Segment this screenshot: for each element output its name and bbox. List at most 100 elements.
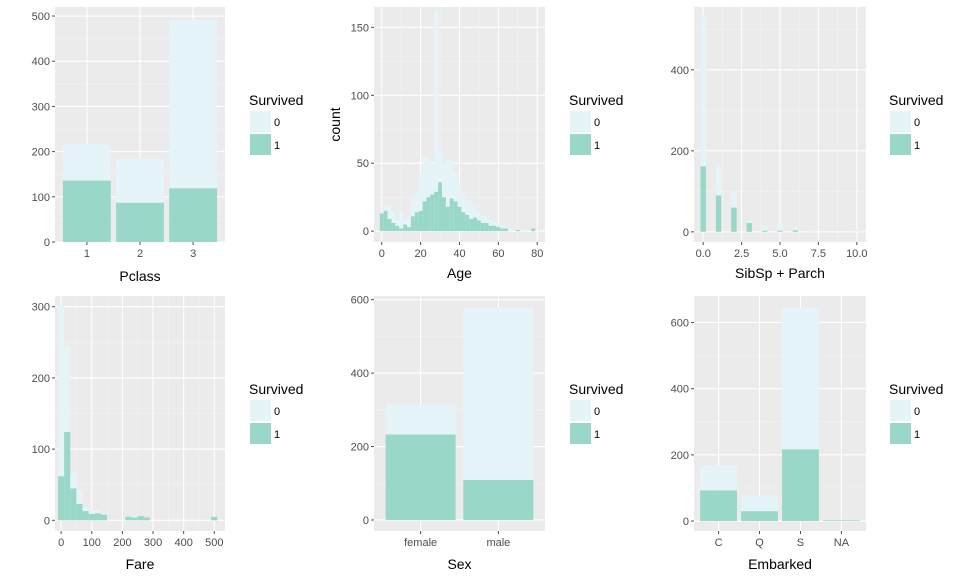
legend-key-0 (250, 111, 271, 132)
x-tick-label: S (797, 537, 804, 549)
bar-survived-0 (463, 308, 534, 480)
histogram-bar-survived-0 (445, 159, 450, 207)
bar-survived-0 (782, 307, 819, 450)
histogram-bar-survived-0 (418, 172, 423, 211)
y-tick-label: 300 (32, 302, 50, 314)
chart-panel-2: 0 50 100 150 0 20 40 60 80 Age count Survived 0 1 (327, 7, 623, 281)
histogram-bar-survived-0 (64, 346, 71, 433)
x-tick-label: 5.0 (772, 248, 787, 260)
y-tick-label: 200 (351, 442, 369, 454)
x-tick-label: 20 (415, 248, 427, 260)
legend-label-1: 1 (914, 140, 920, 152)
histogram-bar-survived-1 (131, 517, 138, 521)
histogram-bar-survived-1 (453, 201, 458, 232)
histogram-bar-survived-0 (746, 220, 752, 223)
histogram-bar-survived-1 (94, 513, 101, 521)
x-axis-title: Fare (126, 556, 155, 572)
x-axis-title: Age (447, 265, 472, 281)
histogram-bar-survived-0 (508, 228, 512, 232)
y-tick-label: 400 (671, 65, 689, 77)
legend-label-1: 1 (274, 429, 280, 441)
legend: Survived 0 1 (249, 381, 303, 444)
histogram-bar-survived-0 (70, 472, 77, 489)
legend-label-0: 0 (274, 406, 280, 418)
histogram-bar-survived-1 (504, 228, 509, 232)
bar-survived-1 (823, 520, 860, 522)
legend: Survived 0 1 (569, 381, 623, 444)
legend-label-0: 0 (594, 117, 600, 129)
histogram-bar-survived-1 (434, 191, 439, 232)
chart-panel-3: 0 200 400 0.0 2.5 5.0 7.5 10.0 SibSp + Parch Surv… (671, 7, 943, 281)
x-axis-title: Embarked (748, 556, 812, 572)
legend: Survived 0 1 (889, 92, 943, 155)
histogram-bar-survived-1 (445, 206, 450, 232)
x-tick-label: Q (755, 537, 764, 549)
bar-survived-0 (62, 144, 111, 181)
histogram-bar-survived-1 (473, 217, 477, 232)
legend-key-0 (250, 400, 271, 421)
histogram-bar-survived-1 (792, 230, 799, 232)
histogram-bar-survived-0 (387, 205, 392, 219)
bar-survived-0 (741, 495, 778, 512)
histogram-bar-survived-1 (414, 212, 419, 232)
histogram-bar-survived-1 (761, 230, 768, 232)
histogram-bar-survived-0 (422, 156, 427, 202)
histogram-bar-survived-1 (137, 516, 144, 521)
x-tick-label: 500 (205, 537, 223, 549)
histogram-bar-survived-0 (403, 218, 408, 225)
histogram-bar-survived-1 (58, 476, 65, 521)
chart-panel-5: 0 200 400 600 female male Sex Survived 0 1 (351, 295, 624, 572)
histogram-bar-survived-1 (403, 224, 408, 232)
y-tick-label: 500 (32, 11, 50, 23)
x-tick-label: 1 (84, 248, 90, 260)
legend-label-0: 0 (914, 117, 920, 129)
histogram-bar-survived-0 (453, 172, 458, 202)
histogram-bar-survived-1 (465, 214, 470, 232)
histogram-bar-survived-0 (457, 184, 462, 207)
y-tick-label: 200 (32, 147, 50, 159)
histogram-bar-survived-1 (88, 513, 95, 521)
x-tick-label: 40 (453, 248, 465, 260)
histogram-bar-survived-0 (488, 220, 493, 226)
legend-key-1 (570, 134, 591, 155)
histogram-bar-survived-0 (500, 225, 505, 229)
bar-survived-0 (116, 158, 164, 203)
x-tick-label: male (486, 537, 510, 549)
histogram-bar-survived-1 (515, 229, 520, 232)
legend-label-0: 0 (594, 406, 600, 418)
histogram-bar-survived-0 (854, 229, 860, 232)
histogram-bar-survived-1 (143, 517, 150, 521)
histogram-bar-survived-1 (476, 220, 481, 232)
histogram-bar-survived-0 (399, 212, 404, 229)
x-axis-title: SibSp + Parch (735, 265, 825, 281)
histogram-bar-survived-1 (76, 503, 83, 521)
y-tick-label: 0 (683, 516, 689, 528)
legend-label-1: 1 (274, 140, 280, 152)
histogram-bar-survived-1 (407, 227, 411, 232)
x-axis-title: Sex (447, 556, 471, 572)
histogram-bar-survived-1 (82, 511, 89, 521)
legend-title: Survived (249, 381, 303, 397)
histogram-bar-survived-1 (480, 222, 485, 232)
histogram-bar-survived-1 (422, 201, 427, 232)
bar-survived-1 (782, 449, 819, 522)
bar-survived-1 (700, 490, 737, 522)
histogram-bar-survived-0 (461, 191, 466, 213)
legend-title: Survived (249, 92, 303, 108)
histogram-bar-survived-0 (76, 489, 83, 504)
histogram-bar-survived-0 (480, 216, 485, 223)
y-tick-label: 50 (357, 158, 369, 170)
bar-survived-1 (463, 479, 534, 520)
histogram-bar-survived-1 (715, 195, 722, 232)
histogram-bar-survived-1 (531, 228, 536, 232)
bar-survived-1 (169, 188, 218, 242)
histogram-bar-survived-0 (473, 206, 477, 218)
histogram-bar-survived-1 (731, 207, 737, 232)
histogram-bar-survived-0 (808, 229, 814, 232)
bar-survived-0 (700, 465, 737, 491)
legend: Survived 0 1 (249, 92, 303, 155)
histogram-bar-survived-1 (500, 228, 505, 232)
histogram-bar-survived-1 (100, 514, 108, 521)
histogram-bar-survived-0 (469, 199, 474, 219)
bar-survived-1 (385, 434, 456, 520)
